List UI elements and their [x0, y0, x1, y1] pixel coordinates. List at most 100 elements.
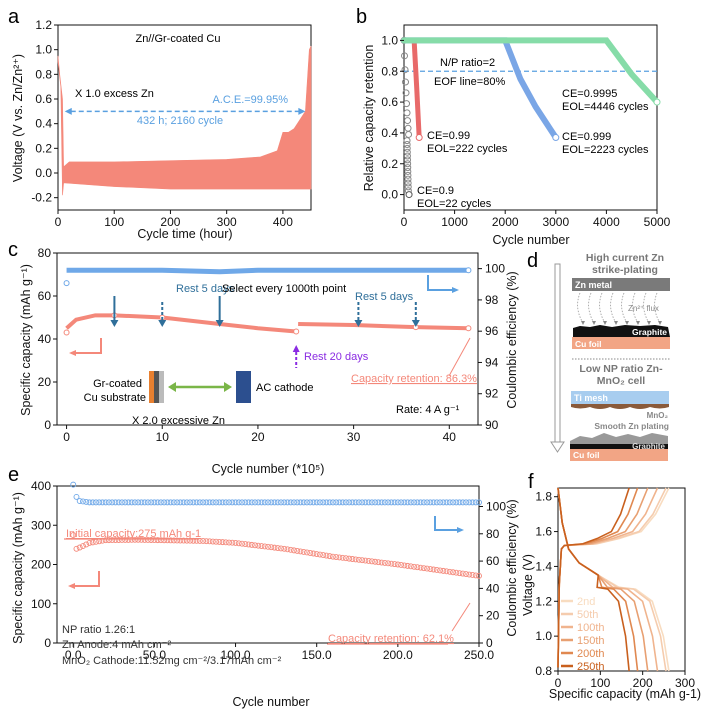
capacity-point: [248, 541, 255, 548]
chart-f-ytick-label: 0.8: [535, 664, 552, 678]
chart-f-data: [557, 487, 670, 672]
chart-c-xlabel: Cycle number (*10⁵): [212, 462, 325, 476]
chart-b-xtick-label: 1000: [441, 215, 468, 229]
ce-point: [154, 499, 161, 506]
capacity-point: [297, 548, 304, 555]
chart-f-ylabel: Voltage (V): [521, 554, 535, 616]
ce-point: [138, 499, 145, 506]
capacity-point: [463, 571, 469, 578]
chart-b-np-label: N/P ratio=2: [440, 57, 495, 69]
retention-pointer: [448, 337, 471, 377]
capacity-point: [242, 541, 249, 548]
series-line-CE=0.9995: [401, 37, 660, 106]
capacity-point: [359, 557, 366, 564]
left-axis-indicator-head: [68, 583, 75, 589]
chart-e-xtick-label: 150.0: [302, 648, 332, 662]
chart-e-right-ytick-label: 100: [486, 499, 506, 513]
ce-point: [190, 499, 197, 506]
chart-c-ylabel-right: Coulombic efficiency (%): [505, 271, 519, 408]
legend-label-2nd: 2nd: [577, 596, 595, 608]
process-arrow-icon: [550, 263, 565, 453]
chart-a-excess-label: X 1.0 excess Zn: [75, 88, 154, 100]
ce-point: [96, 499, 103, 506]
capacity-point: [346, 555, 353, 562]
schematic-title-2: strike-plating: [592, 264, 658, 276]
ce-point: [381, 499, 388, 506]
ce-0.9-point: [404, 167, 412, 175]
chart-c-xtick-label: 30: [347, 430, 361, 444]
chart-b-ytick-label: 0.6: [381, 95, 398, 109]
capacity-point: [316, 551, 323, 558]
ce-point: [459, 499, 466, 506]
chart-e-left-ytick-label: 200: [31, 558, 51, 572]
capacity-point: [122, 536, 129, 543]
chart-b-ytick-label: 0.0: [381, 188, 398, 202]
chart-e-xtick-label: 100.0: [221, 648, 251, 662]
ce-point: [398, 499, 405, 506]
ce-point: [463, 499, 469, 506]
capacity-point: [391, 561, 398, 568]
ce-point: [245, 499, 252, 506]
ce-point: [329, 499, 336, 506]
right-axis-indicator-head: [452, 287, 459, 293]
capacity-point: [80, 543, 86, 550]
capacity-point: [115, 537, 122, 543]
capacity-point: [378, 559, 385, 566]
capacity-point: [411, 563, 418, 570]
capacity-point: [118, 537, 125, 543]
ce-point: [174, 499, 181, 506]
chart-e-left-ytick-label: 0: [44, 636, 51, 650]
panel-label-c: c: [8, 239, 18, 261]
ce-point: [177, 499, 184, 506]
capacity-point: [203, 538, 210, 545]
chart-e-data: [64, 481, 482, 645]
chart-a-xlabel: Cycle time (hour): [137, 227, 232, 241]
capacity-point: [209, 538, 216, 545]
capacity-point: [427, 566, 434, 573]
ce-0.9-point: [405, 130, 413, 138]
ce-point: [248, 499, 255, 506]
capacity-point: [278, 545, 284, 552]
capacity-point: [476, 572, 482, 579]
ce-point: [99, 499, 106, 506]
chart-c-rest5-label-b: Rest 5 days: [355, 291, 414, 303]
ce-point: [466, 499, 473, 506]
series-end-point: [653, 98, 661, 106]
ti-mesh-label: Ti mesh: [574, 393, 608, 403]
chart-e-np-label: NP ratio 1.26:1: [62, 624, 135, 636]
ce-0.9-point: [404, 179, 412, 187]
chart-c-left-ytick-label: 0: [44, 418, 51, 432]
capacity-point: [183, 537, 190, 544]
series-label-ce: CE=0.9995: [562, 88, 617, 100]
capacity-point: [420, 565, 427, 572]
capacity-point: [112, 537, 119, 543]
capacity-point: [368, 558, 375, 565]
flux-arc: [632, 292, 639, 324]
ce-point: [365, 499, 372, 506]
ce-point: [391, 499, 398, 506]
capacity-point: [417, 564, 424, 571]
capacity-point: [466, 571, 473, 578]
ce-point: [472, 499, 479, 506]
chart-a-ytick-label: 0.6: [35, 92, 52, 106]
series-label-ce: CE=0.99: [427, 130, 470, 142]
legend-label-200th: 200th: [577, 648, 605, 660]
panel-label-b: b: [356, 6, 367, 28]
ce-point: [310, 499, 317, 506]
flux-arrow-head: [625, 321, 629, 325]
chart-a-duration-label: 432 h; 2160 cycle: [137, 115, 223, 127]
capacity-point: [138, 536, 145, 543]
capacity-point: [70, 532, 77, 539]
chart-f: 0 100 200 300 0.8 1.0 1.2 1.4 1.6 1.8 2nd50th100t…: [521, 487, 701, 701]
ce-point: [339, 499, 346, 506]
flux-arrow-head: [658, 321, 662, 325]
ce-point: [203, 499, 210, 506]
ce-0.9-point: [403, 100, 411, 108]
ce-point: [115, 499, 122, 506]
capacity-point: [336, 554, 343, 561]
ce-point: [196, 499, 203, 506]
chart-e-xtick-label: 0.0: [65, 648, 82, 662]
ce-point: [291, 499, 297, 506]
rest-arrow-head: [158, 320, 167, 327]
ce-point: [323, 499, 330, 506]
